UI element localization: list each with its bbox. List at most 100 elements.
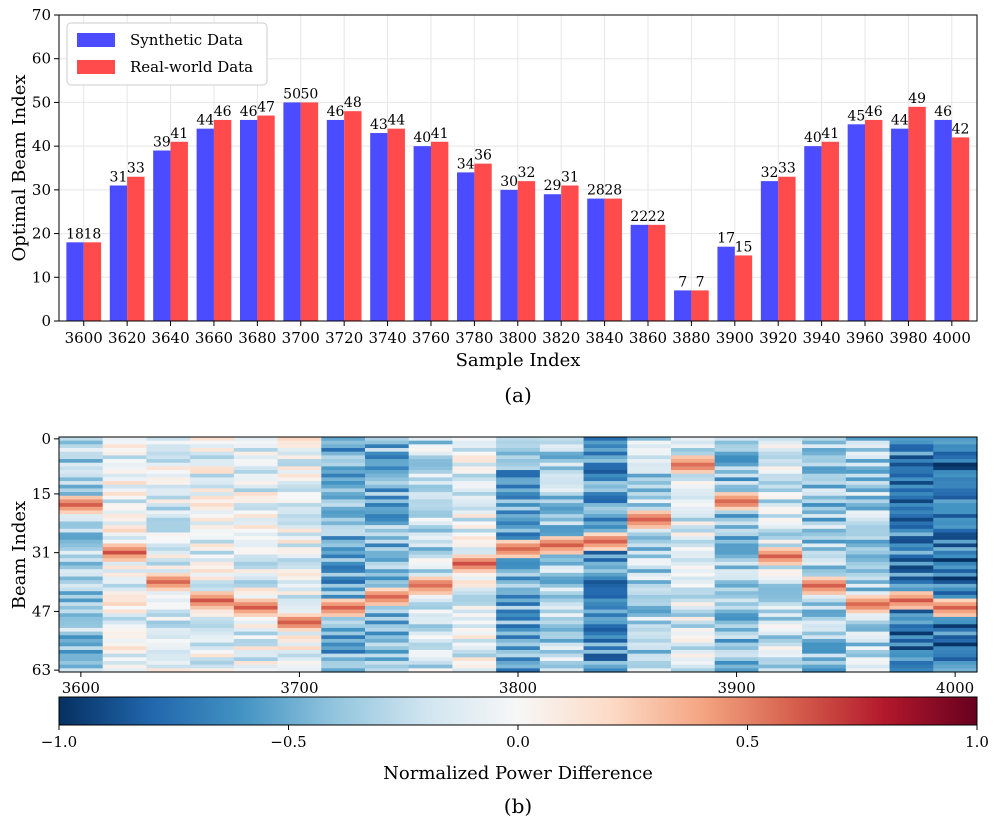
heatmap-cell	[671, 635, 716, 640]
heatmap-cell	[365, 602, 410, 607]
heatmap-cell	[496, 448, 541, 453]
heatmap-cell	[671, 506, 716, 512]
heatmap-cell	[408, 466, 454, 471]
heatmap-cell	[539, 624, 585, 629]
heatmap-cell	[146, 503, 191, 508]
heatmap-cell	[845, 576, 891, 581]
heatmap-cell	[365, 583, 410, 589]
heatmap-cell	[889, 506, 934, 512]
heatmap-cell	[146, 510, 191, 515]
heatmap-y-ticks: 0 15 31 47 63	[32, 430, 59, 679]
heatmap-cell	[277, 470, 322, 475]
heatmap-cell	[365, 547, 410, 552]
heatmap-cell	[277, 462, 322, 467]
heatmap-cell	[933, 440, 978, 445]
heatmap-cell	[671, 616, 716, 622]
heatmap-cell	[59, 587, 104, 592]
heatmap-cell	[496, 514, 541, 519]
heatmap-cell	[102, 539, 148, 545]
heatmap-cell	[671, 547, 716, 552]
heatmap-cell	[802, 657, 847, 662]
heatmap-cell	[277, 543, 322, 548]
heatmap-cell	[408, 594, 454, 600]
heatmap-cell	[671, 455, 716, 460]
heatmap-cell	[889, 653, 934, 658]
bar-value-label: 46	[240, 104, 258, 120]
heatmap-cell	[671, 499, 716, 504]
heatmap-cell	[933, 536, 978, 541]
heatmap-cell	[714, 495, 760, 501]
heatmap-cell	[365, 477, 410, 482]
heatmap-cell	[539, 525, 585, 530]
heatmap-cell	[365, 561, 410, 567]
heatmap-cell	[365, 565, 410, 570]
legend-label-synthetic: Synthetic Data	[130, 31, 243, 49]
heatmap-cell	[714, 576, 760, 581]
heatmap-cell	[714, 660, 760, 666]
heatmap-cell	[845, 536, 891, 541]
heatmap-cell	[277, 466, 322, 471]
heatmap-cell	[539, 495, 585, 501]
heatmap-cell	[802, 503, 847, 508]
heatmap-cell	[671, 488, 716, 493]
heatmap-cell	[627, 631, 672, 636]
bar-value-label: 33	[127, 161, 145, 177]
bar-synthetic	[500, 189, 518, 321]
heatmap-cell	[365, 437, 410, 442]
heatmap-cell	[802, 451, 847, 456]
heatmap-cell	[758, 459, 803, 464]
heatmap-cell	[233, 539, 279, 545]
heatmap-cell	[365, 664, 410, 669]
heatmap-cell	[408, 583, 454, 589]
heatmap-cell	[627, 473, 672, 478]
heatmap-x-tick-label: 3700	[280, 679, 318, 697]
heatmap-cell	[408, 591, 454, 596]
heatmap-cell	[714, 550, 760, 556]
heatmap-cell	[758, 514, 803, 519]
heatmap-cell	[233, 488, 279, 493]
heatmap-cell	[845, 620, 891, 625]
heatmap-cell	[933, 587, 978, 592]
bar-value-label: 46	[214, 104, 232, 120]
heatmap-cell	[190, 580, 235, 585]
heatmap-cell	[802, 514, 847, 519]
heatmap-cell	[496, 598, 541, 603]
heatmap-cell	[408, 448, 454, 453]
heatmap-cell	[802, 572, 847, 578]
heatmap-cell	[889, 477, 934, 482]
heatmap-cell	[190, 499, 235, 504]
heatmap-cell	[102, 510, 148, 515]
heatmap-cell	[889, 470, 934, 475]
heatmap-cell	[102, 448, 148, 453]
heatmap-cell	[408, 510, 454, 515]
heatmap-cell	[845, 492, 891, 497]
heatmap-cell	[933, 668, 978, 673]
heatmap-cell	[233, 657, 279, 662]
heatmap-cell	[277, 517, 322, 523]
heatmap-cell	[802, 583, 847, 589]
x-tick-label: 3940	[803, 329, 841, 347]
heatmap-cell	[452, 572, 497, 578]
heatmap-cell	[59, 576, 104, 581]
heatmap-cell	[539, 602, 585, 607]
heatmap-cell	[452, 668, 497, 673]
heatmap-cell	[583, 660, 628, 666]
bar-real-world	[778, 176, 796, 321]
bar-value-label: 18	[66, 226, 84, 242]
heatmap-cell	[146, 525, 191, 530]
heatmap-cell	[889, 583, 934, 589]
heatmap-cell	[627, 539, 672, 545]
heatmap-cell	[845, 473, 891, 478]
bar-value-label: 31	[561, 169, 579, 185]
heatmap-cell	[59, 583, 104, 589]
heatmap-cell	[627, 455, 672, 460]
heatmap-cell	[146, 481, 191, 486]
heatmap-cell	[933, 539, 978, 545]
bar-value-label: 33	[778, 161, 796, 177]
y-tick-label: 30	[32, 181, 51, 199]
heatmap-cell	[714, 598, 760, 603]
heatmap-cell	[321, 528, 366, 534]
heatmap-cell	[59, 624, 104, 629]
heatmap-cell	[321, 616, 366, 622]
